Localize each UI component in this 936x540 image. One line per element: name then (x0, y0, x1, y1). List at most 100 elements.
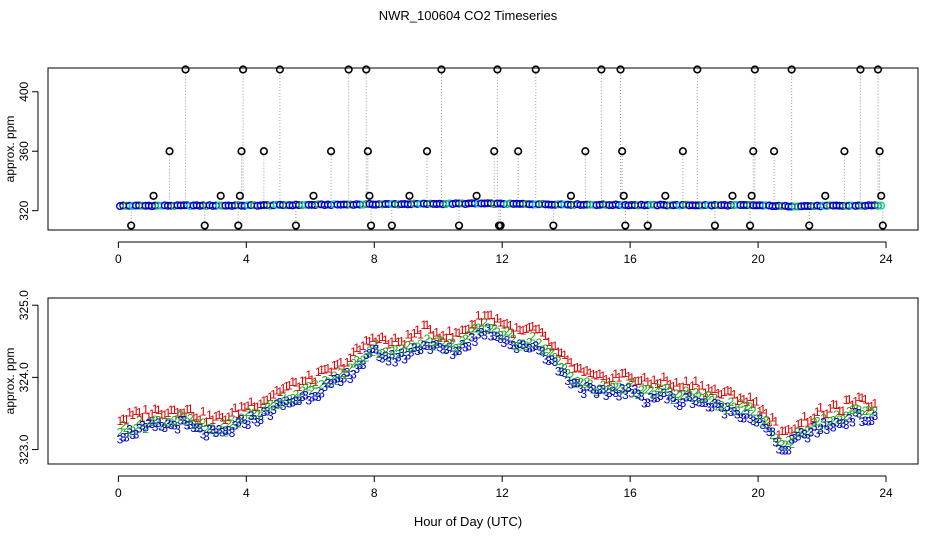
series-2-marker: 2 (606, 378, 613, 392)
series-1-marker: 1 (296, 380, 303, 394)
series-2-marker: 2 (411, 340, 418, 354)
series-2-marker: 2 (257, 409, 264, 423)
series-1-marker: 1 (539, 326, 546, 340)
series-3-marker: 3 (404, 349, 411, 363)
series-3-marker: 3 (689, 397, 696, 411)
series-1-marker: 1 (449, 330, 456, 344)
series-3-marker: 3 (219, 425, 226, 439)
outlier-point (728, 191, 737, 200)
series-3-marker: 3 (232, 418, 239, 432)
series-1-marker: 1 (318, 363, 325, 377)
series-1-marker: 1 (724, 383, 731, 397)
series-3-marker: 3 (200, 427, 207, 441)
series-2-marker: 2 (827, 414, 834, 428)
series-1-marker: 1 (382, 333, 389, 347)
series-1-marker: 1 (337, 356, 344, 370)
series-2-marker: 2 (190, 418, 197, 432)
series-3-marker: 3 (293, 394, 300, 408)
series-1-marker: 1 (414, 323, 421, 337)
series-3-marker: 3 (596, 383, 603, 397)
series-3-marker: 3 (357, 358, 364, 372)
series-3-marker: 3 (478, 325, 485, 339)
series-3-marker: 3 (580, 387, 587, 401)
series-3-marker: 3 (286, 396, 293, 410)
series-2-marker: 2 (344, 368, 351, 382)
series-3-marker: 3 (747, 412, 754, 426)
series-2-marker: 2 (628, 376, 635, 390)
series-3-marker: 3 (388, 347, 395, 361)
series-2-marker: 2 (542, 342, 549, 356)
series-1-marker: 1 (507, 318, 514, 332)
series-2-marker: 2 (462, 332, 469, 346)
series-1-marker: 1 (712, 382, 719, 396)
series-2-marker: 2 (552, 350, 559, 364)
bottom-x-tick-label: 20 (751, 486, 765, 500)
series-2-marker: 2 (427, 335, 434, 349)
outlier-point (873, 65, 883, 74)
series-3-marker: 3 (859, 415, 866, 429)
series-3-marker: 3 (855, 407, 862, 421)
outlier-point (597, 65, 606, 74)
series-3-marker: 3 (475, 328, 482, 342)
series-1-marker: 1 (417, 328, 424, 342)
outlier-point (619, 191, 628, 200)
series-2-marker: 2 (808, 425, 815, 439)
series-3-marker: 3 (373, 342, 380, 356)
series-2-marker: 2 (449, 336, 456, 350)
series-2-marker: 2 (267, 398, 274, 412)
series-1-marker: 1 (616, 371, 623, 385)
series-3-marker: 3 (699, 396, 706, 410)
outlier-point (514, 147, 523, 156)
outlier-point (618, 147, 627, 156)
series-2-marker: 2 (430, 339, 437, 353)
series-2-marker: 2 (680, 388, 687, 402)
series-2-marker: 2 (155, 414, 162, 428)
series-3-marker: 3 (296, 394, 303, 408)
outlier-point (437, 65, 446, 74)
series-3-marker: 3 (552, 355, 559, 369)
series-3-marker: 3 (836, 417, 843, 431)
series-2-marker: 2 (238, 411, 245, 425)
series-3-marker: 3 (305, 394, 312, 408)
series-1-marker: 1 (721, 385, 728, 399)
outlier-point (643, 221, 652, 230)
outlier-point (472, 191, 481, 200)
series-1-marker: 1 (699, 378, 706, 392)
series-3-marker: 3 (593, 387, 600, 401)
series-1-marker: 1 (804, 416, 811, 430)
series-2-marker: 2 (388, 344, 395, 358)
series-3-marker: 3 (788, 432, 795, 446)
series-3-marker: 3 (321, 380, 328, 394)
series-1-marker: 1 (261, 394, 268, 408)
series-1-marker: 1 (628, 371, 635, 385)
series-3-marker: 3 (686, 390, 693, 404)
series-3-marker: 3 (571, 377, 578, 391)
series-2-marker: 2 (871, 405, 878, 419)
series-1-marker: 1 (216, 408, 223, 422)
series-1-marker: 1 (235, 407, 242, 421)
series-1-marker: 1 (254, 400, 261, 414)
series-1-marker: 1 (289, 375, 296, 389)
series-2-marker: 2 (785, 434, 792, 448)
series-1-marker: 1 (788, 425, 795, 439)
top-y-tick-label: 320 (17, 200, 31, 220)
series-2-marker: 2 (731, 400, 738, 414)
series-2-marker: 2 (235, 416, 242, 430)
series-1-marker: 1 (328, 365, 335, 379)
series-2-marker: 2 (401, 345, 408, 359)
series-2-marker: 2 (564, 367, 571, 381)
series-2-marker: 2 (584, 375, 591, 389)
series-2-marker: 2 (420, 338, 427, 352)
series-3-marker: 3 (814, 426, 821, 440)
series-1-marker: 1 (676, 381, 683, 395)
series-1-marker: 1 (568, 356, 575, 370)
series-3-marker: 3 (280, 399, 287, 413)
series-2-marker: 2 (654, 381, 661, 395)
series-1-marker: 1 (184, 402, 191, 416)
series-3-marker: 3 (468, 331, 475, 345)
series-1-marker: 1 (561, 348, 568, 362)
series-2-marker: 2 (318, 378, 325, 392)
series-3-marker: 3 (539, 344, 546, 358)
series-1-marker: 1 (734, 394, 741, 408)
outlier-point (291, 221, 300, 230)
